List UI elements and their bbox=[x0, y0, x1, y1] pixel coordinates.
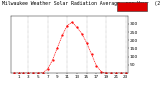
Text: ●: ● bbox=[119, 5, 123, 9]
Text: Milwaukee Weather Solar Radiation Average  per Hour  (24 Hours): Milwaukee Weather Solar Radiation Averag… bbox=[2, 1, 160, 6]
